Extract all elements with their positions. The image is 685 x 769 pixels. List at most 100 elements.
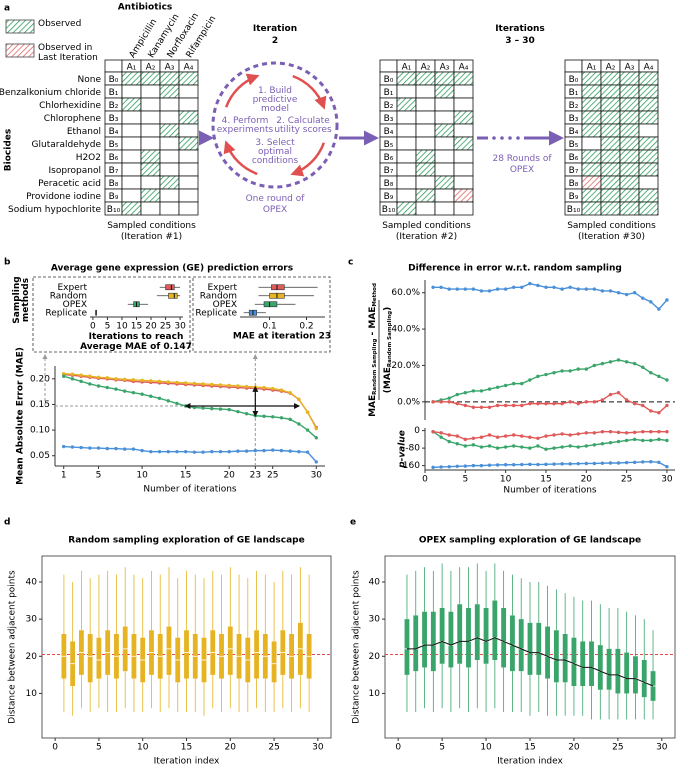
data-point	[641, 403, 645, 408]
row-label: B₇	[384, 166, 394, 176]
condition-cell	[581, 175, 602, 190]
round-label-line: OPEX	[263, 205, 287, 215]
data-point	[616, 358, 621, 362]
condition-cell	[178, 175, 199, 190]
legend-label: Observed	[38, 19, 82, 29]
cycle-ring	[211, 61, 339, 189]
data-point	[210, 449, 214, 454]
row-label: B₃	[384, 114, 394, 124]
biocide-name: Sodium hypochlorite	[8, 205, 101, 215]
condition-cell	[600, 84, 621, 99]
condition-cell	[453, 201, 474, 216]
data-point	[600, 398, 605, 402]
category-label: OPEX	[213, 300, 237, 310]
grid-caption-line: (Iteration #30)	[578, 232, 645, 242]
condition-cell	[434, 97, 455, 112]
data-point	[122, 377, 127, 382]
biocide-name: Benzalkonium chloride	[0, 88, 101, 98]
x-tick-label: 15	[540, 475, 551, 485]
condition-cell	[415, 136, 436, 151]
condition-cell	[159, 149, 180, 164]
data-point	[576, 287, 580, 291]
data-point	[455, 442, 459, 446]
condition-cell	[121, 71, 142, 86]
data-point	[512, 285, 516, 289]
condition-cell	[121, 188, 142, 203]
condition-cell	[453, 149, 474, 164]
condition-cell	[159, 71, 180, 86]
data-point	[520, 381, 524, 386]
data-point	[512, 433, 516, 437]
data-point	[471, 436, 476, 440]
row-label: B₅	[384, 140, 394, 150]
data-point	[544, 447, 548, 451]
data-point	[584, 461, 588, 466]
box	[430, 611, 436, 672]
data-point	[455, 434, 459, 438]
condition-cell	[453, 162, 474, 177]
data-point	[244, 411, 249, 416]
condition-cell	[121, 201, 142, 216]
y-axis-label: Mean Absolute Error (MAE)	[16, 347, 26, 485]
cycle-step-line: 2. Calculate	[276, 116, 330, 126]
data-point	[279, 416, 284, 420]
x-tick-label: 30	[656, 743, 668, 753]
data-point	[455, 287, 459, 291]
cycle-step-line: 4. Perform	[222, 116, 269, 126]
legend-swatch	[5, 19, 35, 34]
legend-label: Observed in Last Iteration	[38, 43, 98, 63]
data-point	[528, 446, 532, 450]
chart-title: Difference in error w.r.t. random sampli…	[408, 264, 622, 274]
data-point	[114, 387, 118, 391]
data-point	[218, 383, 223, 387]
box	[492, 600, 498, 660]
round-label-line: One round of	[246, 194, 306, 204]
series-line	[63, 445, 317, 463]
condition-cell	[581, 123, 602, 138]
data-point	[503, 463, 508, 467]
data-point	[244, 384, 249, 389]
data-point	[512, 444, 516, 448]
data-point	[149, 394, 153, 398]
data-point	[560, 401, 564, 406]
data-point	[131, 378, 136, 382]
cycle-step: 1. Build predictive model	[253, 86, 298, 114]
data-point	[70, 377, 75, 381]
x-axis-label: Iteration index	[497, 757, 563, 767]
x-axis-label: Number of iterations	[503, 486, 597, 496]
condition-cell	[600, 175, 621, 190]
condition-cell	[396, 136, 417, 151]
data-point	[649, 371, 653, 375]
x-tick-label: 30	[661, 475, 673, 485]
data-point	[624, 398, 629, 402]
condition-cell	[396, 175, 417, 190]
data-point	[288, 417, 292, 422]
condition-cell	[415, 162, 436, 177]
x-tick-label: 15	[180, 471, 191, 481]
data-point	[608, 430, 613, 434]
data-point	[479, 289, 484, 293]
row-label: B₄	[109, 127, 119, 137]
data-point	[568, 433, 572, 437]
data-point	[79, 379, 83, 384]
box	[227, 626, 233, 675]
data-point	[439, 431, 443, 435]
y-axis-label: (MAERandom Sampling)	[383, 307, 393, 394]
data-point	[227, 407, 231, 412]
condition-cell	[121, 123, 142, 138]
data-point	[503, 287, 508, 291]
y-tick-label: 60.0%	[391, 288, 420, 298]
y-tick-label: 0.0%	[397, 397, 420, 407]
box	[483, 608, 489, 664]
data-point	[253, 448, 258, 453]
y-tick-label: 10	[369, 689, 381, 699]
data-point	[192, 381, 197, 386]
data-point	[271, 386, 275, 391]
y-axis-label: p-value	[398, 430, 408, 469]
data-point	[218, 407, 223, 411]
condition-cell	[453, 175, 474, 190]
data-point	[455, 401, 459, 406]
row-label: B₃	[569, 114, 579, 124]
